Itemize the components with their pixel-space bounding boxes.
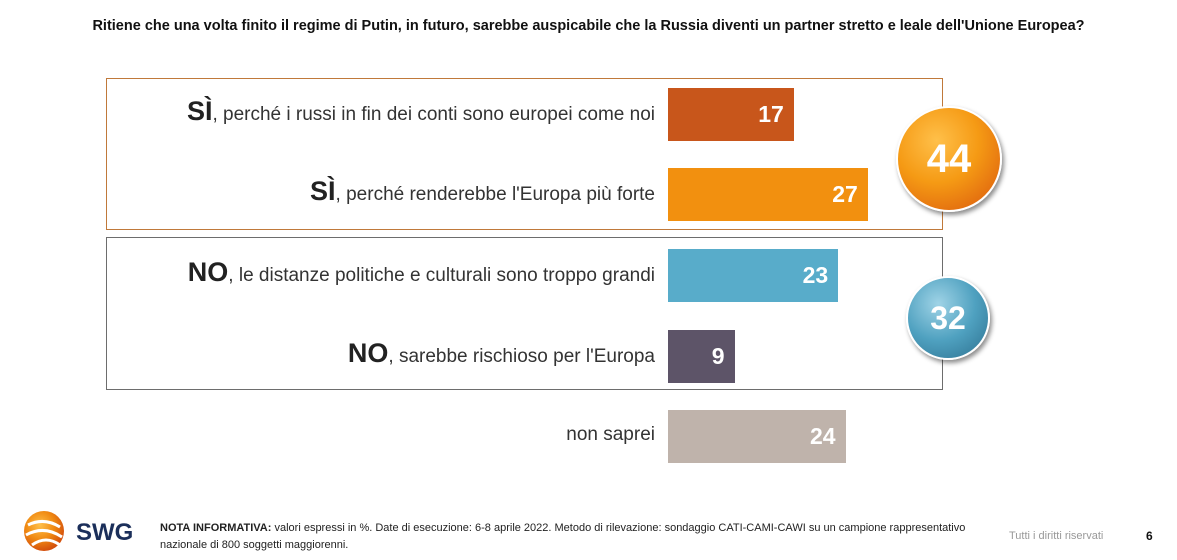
category-label: SÌ, perché renderebbe l'Europa più forte bbox=[310, 176, 655, 207]
total-si-badge: 44 bbox=[896, 106, 1002, 212]
bar bbox=[668, 330, 735, 383]
bar bbox=[668, 168, 868, 221]
footnote: NOTA INFORMATIVA: valori espressi in %. … bbox=[160, 520, 980, 554]
category-label-text: , perché i russi in fin dei conti sono e… bbox=[212, 104, 655, 125]
category-label-text: , perché renderebbe l'Europa più forte bbox=[335, 184, 655, 205]
category-label-text: , sarebbe rischioso per l'Europa bbox=[388, 346, 655, 367]
bar bbox=[668, 249, 839, 302]
category-label: NO, sarebbe rischioso per l'Europa bbox=[348, 338, 655, 369]
question-title: Ritiene che una volta finito il regime d… bbox=[92, 18, 1085, 34]
total-no-badge: 32 bbox=[906, 276, 990, 360]
category-label-lead: NO bbox=[347, 338, 389, 368]
bar bbox=[668, 88, 794, 141]
category-label: SÌ, perché i russi in fin dei conti sono… bbox=[187, 96, 655, 127]
category-label-lead: SÌ bbox=[186, 96, 213, 126]
rights-notice: Tutti i diritti riservati bbox=[1009, 530, 1104, 542]
bar bbox=[668, 410, 846, 463]
bar-value-label: 9 bbox=[711, 343, 725, 369]
category-label-lead: NO bbox=[187, 257, 229, 287]
bar-value-label: 27 bbox=[832, 181, 858, 207]
bar-value-label: 23 bbox=[802, 262, 829, 288]
category-label-text: , le distanze politiche e culturali sono… bbox=[228, 265, 655, 286]
bar-value-label: 17 bbox=[758, 101, 784, 127]
category-label: NO, le distanze politiche e culturali so… bbox=[188, 257, 655, 288]
category-label-lead: SÌ bbox=[310, 176, 336, 206]
bar-value-label: 24 bbox=[810, 423, 836, 449]
category-label-text: non saprei bbox=[566, 424, 655, 445]
footnote-text: valori espressi in %. Date di esecuzione… bbox=[160, 522, 966, 551]
swg-logo-text: SWG bbox=[76, 519, 134, 546]
footnote-label: NOTA INFORMATIVA: bbox=[160, 522, 272, 534]
page-number: 6 bbox=[1146, 529, 1153, 543]
category-label: non saprei bbox=[566, 424, 655, 446]
swg-logo-icon bbox=[24, 511, 64, 551]
